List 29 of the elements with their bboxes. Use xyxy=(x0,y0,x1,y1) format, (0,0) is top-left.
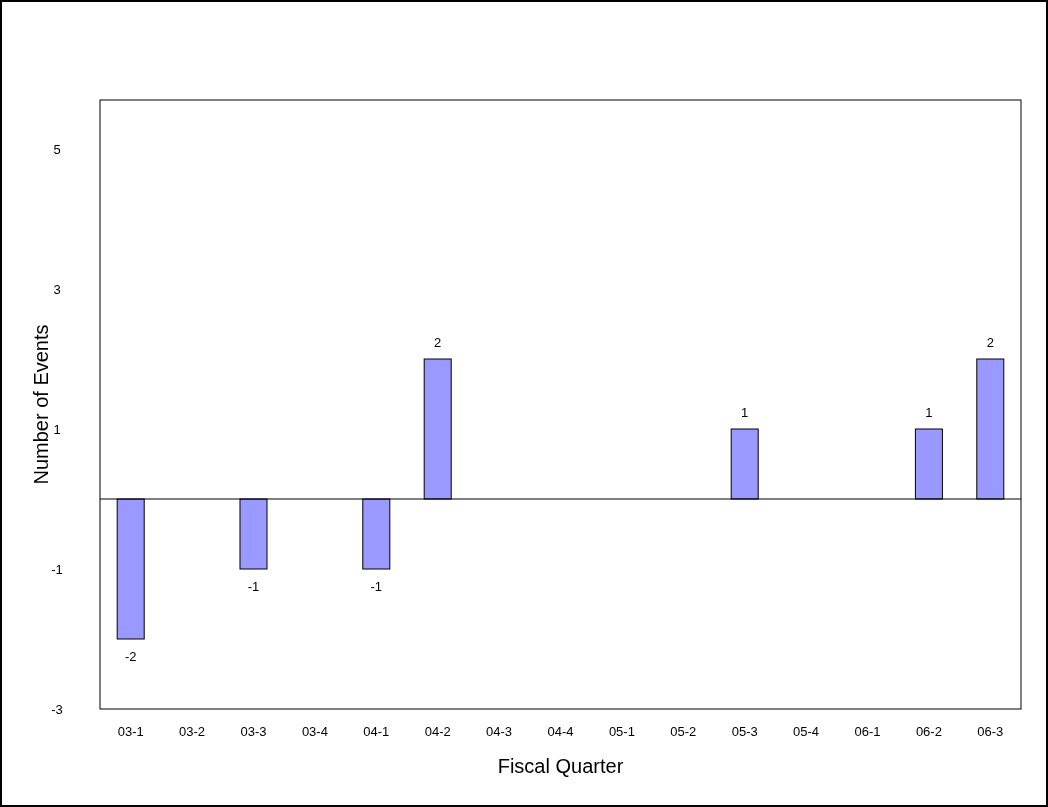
x-tick-label: 06-3 xyxy=(977,724,1004,739)
y-tick-label: 3 xyxy=(53,282,61,297)
data-label: -1 xyxy=(247,579,260,594)
x-tick-label: 06-1 xyxy=(854,724,881,739)
data-label: 2 xyxy=(986,335,994,350)
x-tick-label: 04-4 xyxy=(547,724,574,739)
x-tick-label: 05-3 xyxy=(731,724,758,739)
x-axis-title: Fiscal Quarter xyxy=(497,755,624,777)
y-axis-title: Number of Events xyxy=(30,324,52,485)
y-tick-label: -1 xyxy=(51,562,63,577)
x-tick-label: 04-1 xyxy=(363,724,390,739)
data-label: 2 xyxy=(434,335,442,350)
x-tick-label: 03-2 xyxy=(179,724,206,739)
x-tick-label: 04-2 xyxy=(424,724,451,739)
data-label: -1 xyxy=(370,579,383,594)
x-tick-label: 03-1 xyxy=(117,724,144,739)
x-tick-label: 05-2 xyxy=(670,724,697,739)
x-tick-label: 03-3 xyxy=(240,724,267,739)
x-tick-label: 05-1 xyxy=(608,724,635,739)
data-label: -2 xyxy=(124,649,137,664)
x-tick-label: 03-4 xyxy=(301,724,328,739)
data-label: 1 xyxy=(741,405,749,420)
data-label: 1 xyxy=(925,405,933,420)
y-tick-label: 5 xyxy=(53,142,61,157)
y-tick-label: 1 xyxy=(53,422,61,437)
x-tick-label: 06-2 xyxy=(915,724,942,739)
x-tick-label: 05-4 xyxy=(793,724,820,739)
x-tick-label: 04-3 xyxy=(486,724,513,739)
y-tick-label: -3 xyxy=(51,702,63,717)
